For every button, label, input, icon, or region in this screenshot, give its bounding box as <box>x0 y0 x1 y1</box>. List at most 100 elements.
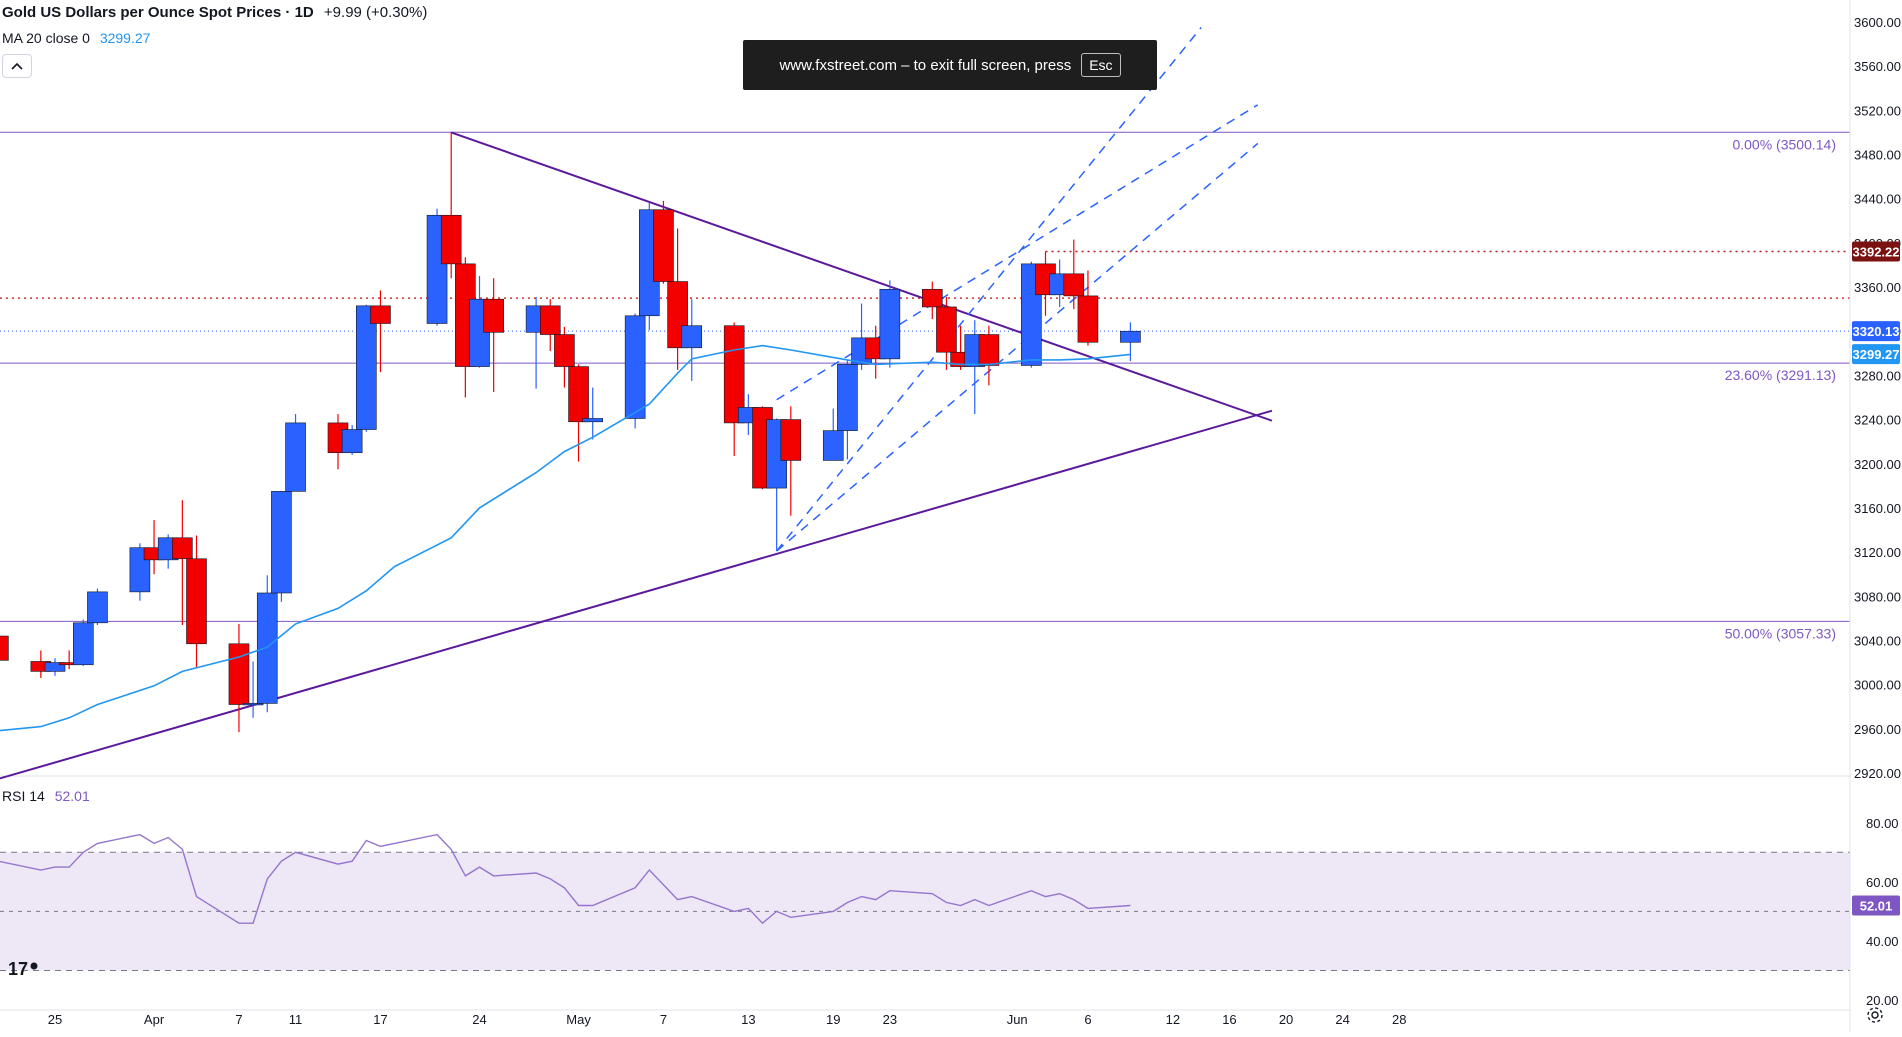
ma-legend[interactable]: MA 20 close 0 3299.27 <box>2 30 150 46</box>
gear-icon <box>1867 1007 1883 1023</box>
candle-body-30 <box>624 315 646 419</box>
y-tick-label-14: 3040.00 <box>1854 633 1901 648</box>
candle-body-45 <box>921 288 943 308</box>
trendlines-layer <box>0 27 1273 780</box>
trendline-0 <box>450 131 1273 422</box>
candle-body-11 <box>228 643 250 705</box>
candle-body-17 <box>341 429 363 454</box>
fullscreen-banner-text: www.fxstreet.com – to exit full screen, … <box>779 56 1072 74</box>
candle-body-26 <box>539 305 561 335</box>
tradingview-logo-dot <box>30 962 38 970</box>
candle-body-2 <box>44 662 66 672</box>
price-change: +9.99 (+0.30%) <box>323 4 428 21</box>
y-tick-label-1: 3560.00 <box>1854 59 1901 74</box>
fib-label-2: 50.00% (3057.33) <box>1725 625 1836 641</box>
fib-label-0: 0.00% (3500.14) <box>1732 136 1836 152</box>
x-tick-label-7: 7 <box>660 1012 667 1027</box>
candle-body-53 <box>1063 273 1085 297</box>
chevron-up-icon <box>11 62 23 70</box>
candles-layer <box>0 132 1141 733</box>
y-tick-label-9: 3240.00 <box>1854 413 1901 428</box>
y-tick-label-8: 3280.00 <box>1854 368 1901 383</box>
tradingview-logo-text: 17 <box>8 958 29 979</box>
rsi-legend[interactable]: RSI 14 52.01 <box>2 788 90 804</box>
candle-body-34 <box>681 325 703 349</box>
rsi-badge-bg <box>1852 895 1900 916</box>
channel-line-1 <box>776 104 1259 401</box>
rsi-line-layer <box>0 833 1131 925</box>
rsi-band-fill <box>0 852 1850 971</box>
ma-value: 3299.27 <box>99 30 151 46</box>
y-tick-label-15: 3000.00 <box>1854 678 1901 693</box>
x-tick-label-2: 7 <box>235 1012 242 1027</box>
x-tick-label-8: 13 <box>741 1012 755 1027</box>
candle-body-14 <box>271 491 292 594</box>
y-tick-label-4: 3440.00 <box>1854 192 1901 207</box>
candle-body-40 <box>822 430 844 461</box>
fullscreen-banner: www.fxstreet.com – to exit full screen, … <box>743 40 1157 90</box>
candle-body-54 <box>1077 295 1099 343</box>
price-badge-1: 3299.27 <box>1853 347 1900 362</box>
candle-body-28 <box>568 366 589 423</box>
x-tick-label-3: 11 <box>289 1012 303 1027</box>
x-tick-label-14: 16 <box>1222 1012 1236 1027</box>
rsi-band-layer <box>0 775 1850 971</box>
candle-body-18 <box>355 305 377 430</box>
resistance-badge: 3392.22 <box>1853 244 1900 259</box>
price-badges-layer: 3392.22 3320.13 3299.27 52.01 <box>1852 241 1900 916</box>
y-tick-label-0: 3600.00 <box>1854 15 1901 30</box>
resistance-badge-bg <box>1852 241 1900 262</box>
price-badge-0: 3320.13 <box>1853 324 1900 339</box>
candle-body-49 <box>978 334 1000 366</box>
x-tick-label-15: 20 <box>1279 1012 1293 1027</box>
candle-body-41 <box>837 364 858 431</box>
candle-body-32 <box>653 209 674 282</box>
tradingview-logo[interactable]: 17 <box>8 958 42 980</box>
rsi-y-tick-label-0: 80.00 <box>1866 816 1899 831</box>
chart-legend: Gold US Dollars per Ounce Spot Prices · … <box>2 4 427 21</box>
y-tick-label-10: 3200.00 <box>1854 457 1901 472</box>
y-tick-label-13: 3080.00 <box>1854 589 1901 604</box>
y-tick-label-17: 2920.00 <box>1854 766 1901 781</box>
candle-body-21 <box>440 214 462 265</box>
chart-title: Gold US Dollars per Ounce Spot Prices · … <box>2 4 314 21</box>
fib-label-1: 23.60% (3291.13) <box>1725 367 1836 383</box>
candle-body-55 <box>1120 330 1141 343</box>
candle-body-15 <box>285 422 306 492</box>
price-badge-0-bg <box>1852 321 1900 342</box>
rsi-y-tick-label-1: 60.00 <box>1866 875 1899 890</box>
x-tick-label-12: 6 <box>1084 1012 1091 1027</box>
x-tick-label-0: 25 <box>48 1012 62 1027</box>
trendline-1 <box>0 409 1273 780</box>
x-tick-label-17: 28 <box>1392 1012 1406 1027</box>
x-tick-label-11: Jun <box>1007 1012 1028 1027</box>
settings-button[interactable] <box>1864 1004 1886 1026</box>
rsi-badge: 52.01 <box>1860 898 1893 913</box>
candle-body-4 <box>73 622 94 666</box>
candle-body-24 <box>483 298 504 333</box>
channel-line-0 <box>776 27 1202 552</box>
y-tick-label-12: 3120.00 <box>1854 545 1901 560</box>
ma20-line <box>0 344 1131 732</box>
candle-body-39 <box>780 419 802 461</box>
candle-body-0 <box>0 635 9 661</box>
candle-body-10 <box>186 558 207 645</box>
rsi-y-tick-label-3: 20.00 <box>1866 993 1899 1008</box>
y-tick-label-16: 2960.00 <box>1854 722 1901 737</box>
rsi-line <box>0 833 1131 925</box>
x-tick-label-5: 24 <box>472 1012 486 1027</box>
price-badge-1-bg <box>1852 344 1900 365</box>
esc-key[interactable]: Esc <box>1081 53 1121 77</box>
collapse-legend-button[interactable] <box>2 54 32 78</box>
x-tick-label-6: May <box>566 1012 591 1027</box>
candle-body-29 <box>582 418 604 423</box>
x-tick-label-9: 19 <box>826 1012 840 1027</box>
x-tick-label-13: 12 <box>1166 1012 1180 1027</box>
x-tick-label-1: Apr <box>144 1012 165 1027</box>
x-tick-label-16: 24 <box>1335 1012 1349 1027</box>
candle-body-5 <box>87 591 108 624</box>
candle-body-44 <box>879 288 901 360</box>
rsi-y-tick-label-2: 40.00 <box>1866 934 1899 949</box>
